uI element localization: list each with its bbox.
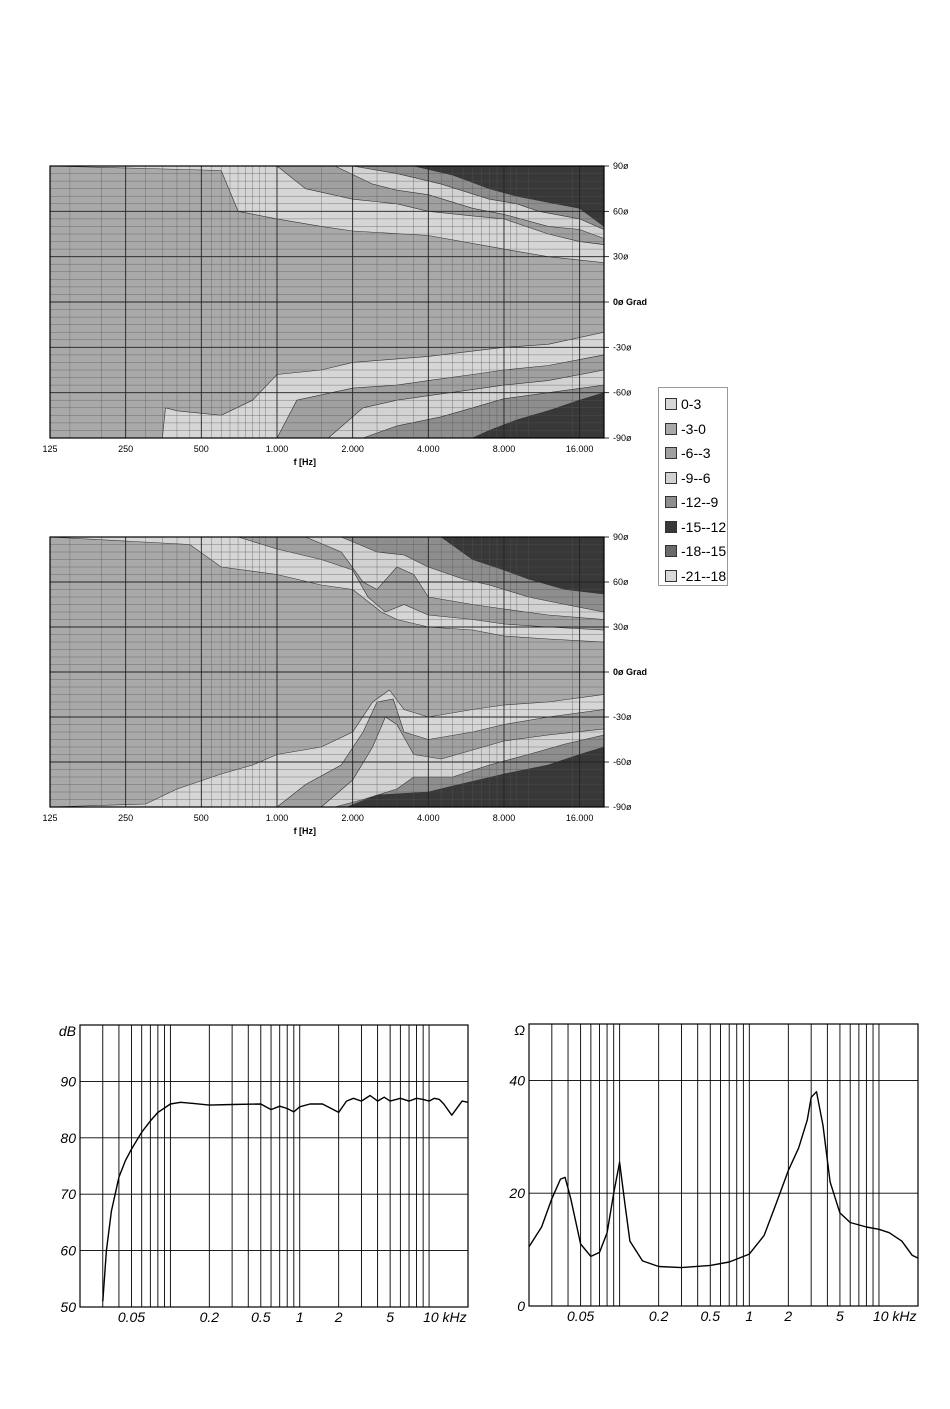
legend-item: 0-3 [659, 392, 727, 417]
x-tick-label: 5 [386, 1309, 394, 1325]
x-tick-label: 0.05 [567, 1308, 594, 1324]
y-tick-label: 60 [60, 1243, 76, 1259]
polar-contour-chart-top: 125 250 500 1.000 2.000 4.000 8.000 16.000 90ø 60… [42, 161, 647, 467]
x-tick-label: 2.000 [341, 813, 364, 823]
polar-contour-chart-bottom: 125 250 500 1.000 2.000 4.000 8.000 16.000 90ø 60… [42, 532, 647, 836]
legend-label: -3-0 [681, 420, 706, 437]
y-tick-label: -30ø [613, 342, 632, 352]
legend-item: -21--18 [659, 564, 727, 589]
y-tick-label: 90ø [613, 532, 629, 542]
x-tick-label: 4.000 [417, 444, 440, 454]
y-tick-label: 0ø Grad [613, 667, 647, 677]
legend-swatch [665, 471, 677, 484]
y-tick-label: 0 [517, 1298, 525, 1314]
x-tick-label: 1.000 [266, 813, 289, 823]
x-tick-label: 0.5 [251, 1309, 271, 1325]
x-tick-label: 0.05 [118, 1309, 145, 1325]
x-tick-label: 8.000 [493, 444, 516, 454]
x-tick-label: 0.2 [200, 1309, 220, 1325]
x-tick-label: 10 kHz [873, 1308, 917, 1324]
legend-item: -12--9 [659, 490, 727, 515]
x-tick-label: 1.000 [266, 444, 289, 454]
y-tick-label: 20 [508, 1185, 525, 1201]
plot-frame [528, 1023, 919, 1307]
x-tick-label: 4.000 [417, 813, 440, 823]
x-tick-label: 250 [118, 813, 133, 823]
y-tick-label: -60ø [613, 388, 632, 398]
legend-swatch [665, 569, 677, 582]
x-tick-label: 16.000 [566, 813, 594, 823]
legend-label: -15--12 [681, 518, 727, 535]
y-tick-label: 0ø Grad [613, 297, 647, 307]
y-axis-title: Ω [514, 1022, 525, 1038]
x-axis-title: f [Hz] [294, 826, 317, 836]
legend-swatch [665, 496, 677, 509]
x-tick-label: 8.000 [493, 813, 516, 823]
legend-swatch [665, 520, 677, 533]
y-tick-label: 70 [60, 1186, 76, 1202]
y-tick-label: -60ø [613, 757, 632, 767]
legend-label: -21--18 [681, 567, 727, 584]
plot-frame [79, 1024, 469, 1308]
legend-swatch [665, 422, 677, 435]
x-tick-label: 0.5 [701, 1308, 721, 1324]
x-tick-label: 125 [42, 444, 57, 454]
x-tick-label: 500 [194, 444, 209, 454]
y-tick-label: 60ø [613, 206, 629, 216]
x-tick-label: 125 [42, 813, 57, 823]
legend-label: 0-3 [681, 396, 702, 413]
series-line [528, 1091, 919, 1269]
legend-item: -15--12 [659, 515, 727, 540]
y-tick-label: 50 [60, 1299, 76, 1315]
legend-label: -18--15 [681, 543, 727, 560]
legend-swatch [665, 447, 677, 460]
y-tick-label: 80 [60, 1130, 76, 1146]
plot-grid [80, 1025, 468, 1308]
contour-legend: 0-3 -3-0 -6--3 -9--6 -12--9 -15--12 -18-… [658, 387, 728, 586]
legend-item: -18--15 [659, 539, 727, 564]
plot-grid [49, 536, 605, 808]
legend-label: -9--6 [681, 469, 711, 486]
y-tick-label: 30ø [613, 252, 629, 262]
x-tick-label: 16.000 [566, 444, 594, 454]
y-tick-label: -90ø [613, 433, 632, 443]
x-axis-title: f [Hz] [294, 457, 317, 467]
legend-item: -6--3 [659, 441, 727, 466]
legend-label: -12--9 [681, 494, 719, 511]
x-tick-label: 1 [296, 1309, 304, 1325]
x-tick-label: 500 [194, 813, 209, 823]
y-tick-label: 40 [509, 1072, 525, 1088]
frequency-response-chart: 0.05 0.2 0.5 1 2 5 10 kHz 50 60 70 80 90 dB [59, 1023, 469, 1325]
legend-swatch [665, 545, 677, 558]
y-axis-title: dB [59, 1023, 76, 1039]
x-tick-label: 2.000 [341, 444, 364, 454]
legend-item: -9--6 [659, 466, 727, 491]
x-tick-label: 250 [118, 444, 133, 454]
x-tick-label: 5 [836, 1308, 844, 1324]
x-tick-label: 0.2 [649, 1308, 669, 1324]
y-tick-label: 90ø [613, 161, 629, 171]
y-tick-label: -90ø [613, 802, 632, 812]
y-tick-label: 60ø [613, 577, 629, 587]
impedance-chart: 0.05 0.2 0.5 1 2 5 10 kHz 0 20 40 Ω [508, 1022, 919, 1324]
legend-label: -6--3 [681, 445, 711, 462]
y-tick-label: 90 [60, 1073, 76, 1089]
y-tick-label: -30ø [613, 712, 632, 722]
x-tick-label: 10 kHz [423, 1309, 467, 1325]
x-tick-label: 2 [783, 1308, 792, 1324]
x-tick-label: 1 [745, 1308, 753, 1324]
legend-item: -3-0 [659, 417, 727, 442]
series-line [102, 1094, 469, 1302]
y-tick-label: 30ø [613, 622, 629, 632]
legend-swatch [665, 398, 677, 411]
x-tick-label: 2 [334, 1309, 343, 1325]
